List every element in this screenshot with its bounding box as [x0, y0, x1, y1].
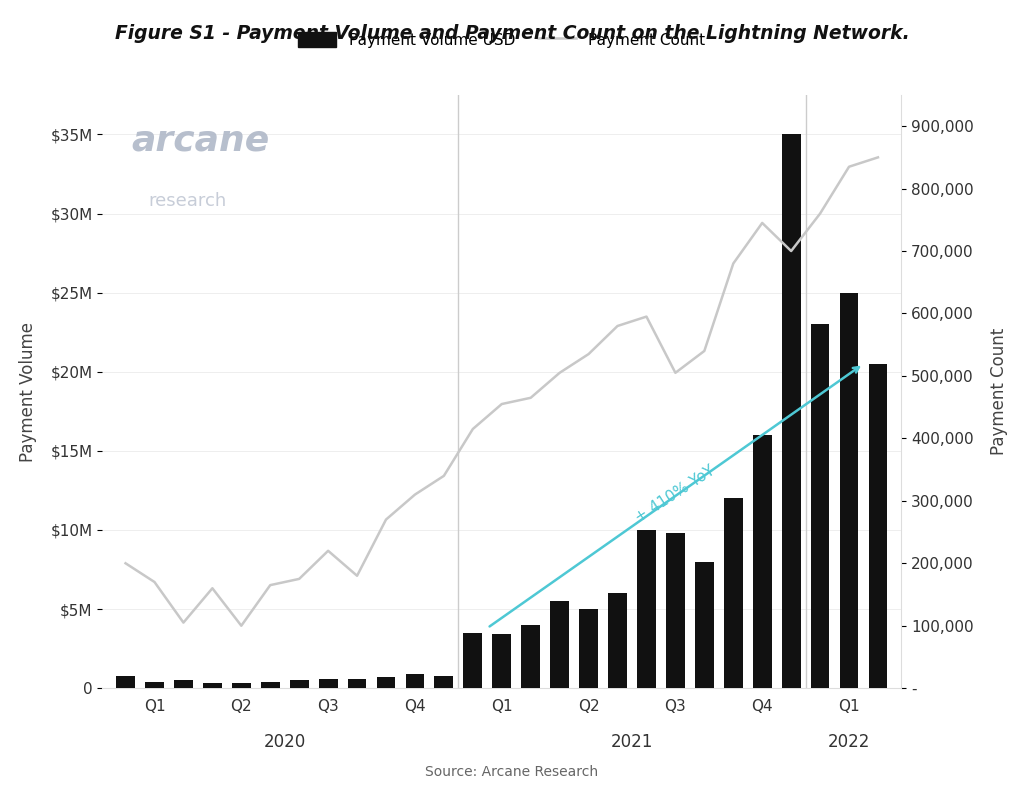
Bar	[753, 435, 772, 688]
Bar	[261, 682, 280, 688]
Bar	[550, 601, 569, 688]
Text: Source: Arcane Research: Source: Arcane Research	[425, 765, 599, 779]
Bar	[434, 676, 454, 688]
Text: 2022: 2022	[827, 732, 870, 751]
Bar	[724, 498, 742, 688]
Legend: Payment Volume USD, Payment Count: Payment Volume USD, Payment Count	[292, 25, 712, 54]
Bar	[840, 293, 858, 688]
Bar	[781, 134, 801, 688]
Bar	[145, 682, 164, 688]
Text: research: research	[148, 191, 227, 210]
Bar	[116, 676, 135, 688]
Bar	[464, 633, 482, 688]
Bar	[695, 562, 714, 688]
Text: 2020: 2020	[263, 732, 306, 751]
Bar	[203, 683, 222, 688]
Bar	[637, 530, 655, 688]
Bar	[318, 679, 338, 688]
Text: + 410% YoY: + 410% YoY	[632, 463, 717, 525]
Y-axis label: Payment Count: Payment Count	[990, 328, 1009, 455]
Bar	[868, 364, 888, 688]
Y-axis label: Payment Volume: Payment Volume	[18, 322, 37, 461]
Text: Figure S1 - Payment Volume and Payment Count on the Lightning Network.: Figure S1 - Payment Volume and Payment C…	[115, 24, 909, 43]
Text: 2021: 2021	[610, 732, 653, 751]
Bar	[608, 593, 627, 688]
Bar	[377, 677, 395, 688]
Bar	[290, 680, 308, 688]
Bar	[174, 680, 193, 688]
Bar	[666, 533, 685, 688]
Bar	[521, 625, 540, 688]
Bar	[580, 609, 598, 688]
Bar	[811, 324, 829, 688]
Text: arcane: arcane	[131, 123, 269, 157]
Bar	[231, 683, 251, 688]
Bar	[406, 674, 424, 688]
Bar	[348, 679, 367, 688]
Bar	[493, 634, 511, 688]
